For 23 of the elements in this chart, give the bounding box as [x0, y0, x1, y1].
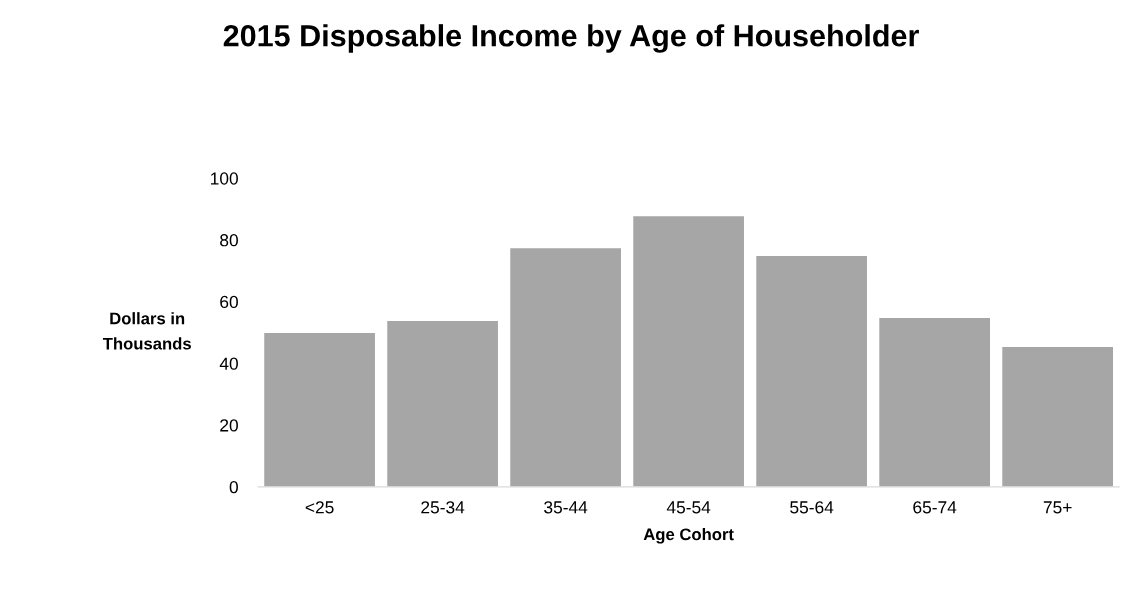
y-tick-label: 0 — [229, 480, 238, 494]
y-tick-label: 60 — [220, 295, 238, 309]
y-axis-title: Dollars in Thousands — [102, 312, 191, 350]
y-tick-label: 100 — [211, 172, 238, 185]
y-tick-label: 20 — [220, 419, 238, 432]
bar — [879, 318, 990, 487]
x-tick-label: 65-74 — [913, 501, 957, 514]
x-tick-label: 55-64 — [790, 501, 834, 514]
bar — [387, 321, 498, 487]
bar — [264, 333, 375, 487]
bar — [756, 255, 867, 487]
chart-title: 2015 Disposable Income by Age of Householder — [223, 24, 919, 53]
bar — [633, 216, 744, 487]
x-tick-label: 75+ — [1043, 501, 1072, 514]
y-tick-label: 40 — [219, 357, 238, 370]
x-axis-title: Age Cohort — [643, 528, 734, 544]
x-tick-label: 35-44 — [544, 501, 588, 514]
bar — [1002, 347, 1114, 487]
x-tick-label: 25-34 — [421, 501, 465, 514]
x-tick-label: 45-54 — [666, 501, 711, 514]
x-tick-label: <25 — [305, 501, 334, 514]
bar — [510, 248, 621, 487]
y-tick-label: 80 — [220, 234, 238, 247]
